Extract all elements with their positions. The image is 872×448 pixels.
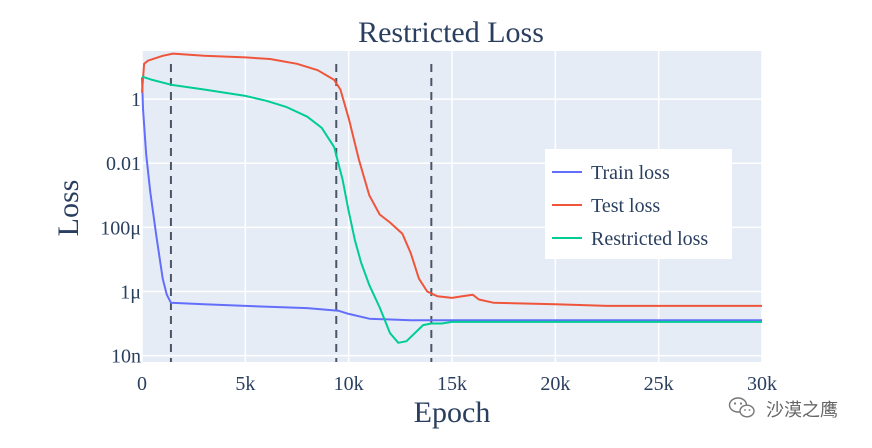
- series-line-test-loss: [141, 52, 762, 307]
- x-tick-label: 10k: [334, 373, 364, 395]
- vertical-markers: [169, 64, 433, 362]
- legend-label-restricted[interactable]: Restricted loss: [591, 228, 708, 250]
- series-lines: [141, 52, 762, 344]
- watermark-text: 沙漠之鹰: [766, 400, 838, 421]
- x-tick-label: 5k: [235, 373, 255, 395]
- legend-label-test[interactable]: Test loss: [591, 195, 660, 217]
- x-tick-label: 15k: [437, 373, 467, 395]
- y-axis-title: Loss: [52, 180, 85, 237]
- x-axis-title: Epoch: [414, 396, 491, 429]
- legend: Train loss Test loss Restricted loss: [545, 149, 732, 259]
- y-tick-label: 100μ: [100, 217, 141, 239]
- wechat-icon: [728, 397, 755, 418]
- series-line-restricted-loss: [141, 75, 762, 344]
- x-tick-label: 25k: [644, 373, 674, 395]
- legend-label-train[interactable]: Train loss: [591, 162, 670, 184]
- y-tick-label: 10n: [111, 346, 141, 368]
- x-axis-ticks: 0 5k 10k 15k 20k 25k 30k: [137, 373, 777, 395]
- x-tick-label: 30k: [747, 373, 777, 395]
- watermark: 沙漠之鹰: [728, 397, 838, 421]
- y-tick-label: 1μ: [120, 281, 141, 303]
- y-tick-label: 0.01: [106, 153, 141, 175]
- x-tick-label: 20k: [540, 373, 570, 395]
- y-axis-ticks: 1 0.01 100μ 1μ 10n: [100, 89, 141, 367]
- series-line-train-loss: [141, 77, 762, 322]
- y-tick-label: 1: [131, 89, 141, 111]
- chart-title: Restricted Loss: [358, 16, 544, 49]
- x-tick-label: 0: [137, 373, 147, 395]
